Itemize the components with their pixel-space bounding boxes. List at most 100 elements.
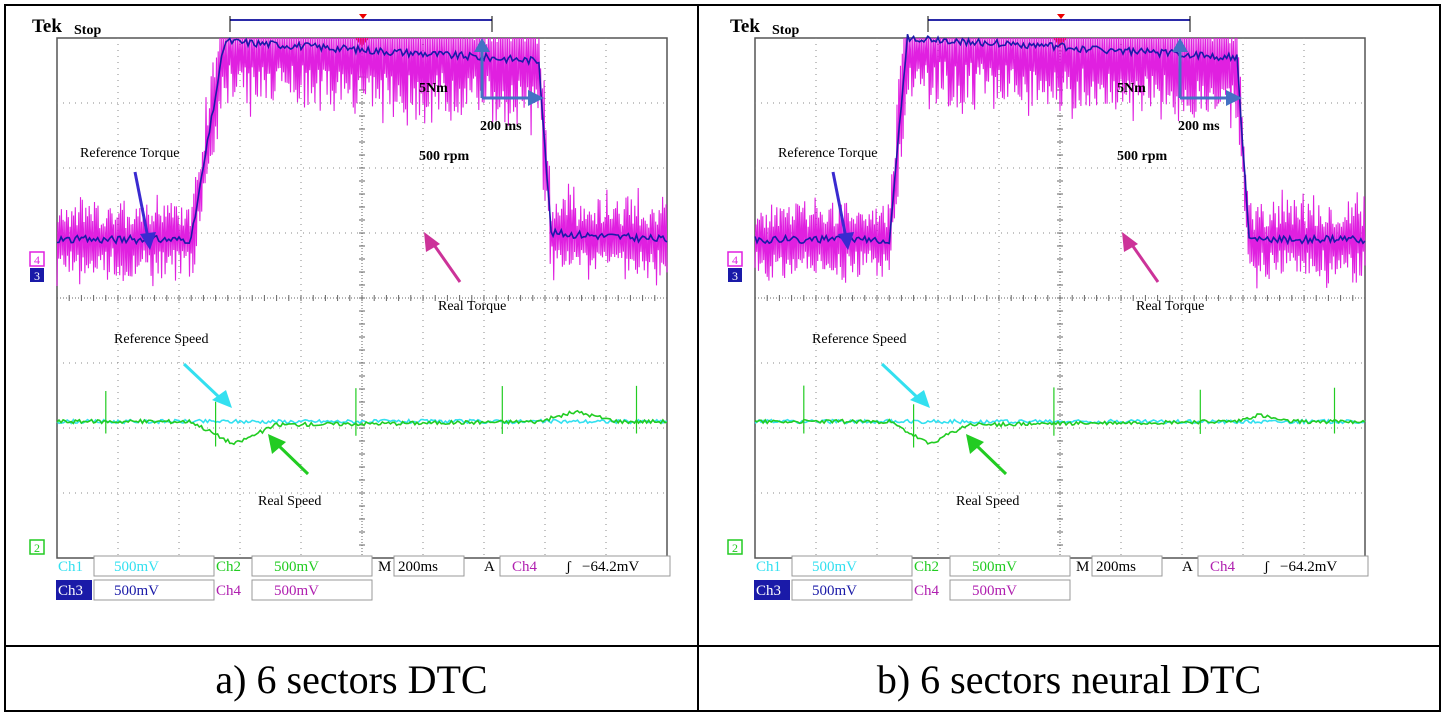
reference-speed-arrowhead (910, 390, 930, 408)
ch4-marker-box (727, 251, 743, 267)
trigger-slope-icon: ʃ (1263, 559, 1270, 575)
ch4-value: 500mV (972, 583, 1017, 599)
reference-torque-label: Reference Torque (80, 146, 179, 161)
ch4-value-box (949, 579, 1071, 601)
ch4-name: Ch4 (216, 583, 242, 599)
ch4-value-box (251, 579, 373, 601)
run-state-label: Stop (74, 23, 101, 38)
ch4-value: 500mV (274, 583, 319, 599)
brand-label: Tek (730, 16, 760, 37)
reference-speed-arrow (182, 362, 222, 400)
time-scale-arrowhead (528, 90, 544, 106)
ch4-marker: 4 (732, 253, 738, 267)
trigger-label: A (1182, 559, 1193, 575)
reference-torque-trace (56, 37, 668, 246)
reference-speed-label: Reference Speed (812, 332, 906, 347)
timebase-box (1091, 555, 1163, 577)
timebase-value: 200ms (398, 559, 438, 575)
ch3-marker-box (728, 268, 742, 282)
ch2-marker: 2 (732, 541, 738, 555)
ch3-marker-box (30, 268, 44, 282)
real-speed-arrow (276, 443, 310, 476)
ch1-value-box (93, 555, 215, 577)
real-torque-label: Real Torque (438, 299, 506, 314)
ch3-value-box (791, 579, 913, 601)
torque-scale-label: 5Nm (1117, 81, 1146, 96)
column-divider (697, 4, 699, 712)
ch1-value: 500mV (812, 559, 857, 575)
real-torque-trace (56, 37, 668, 287)
torque-scale-arrowhead (1172, 38, 1188, 52)
ch3-name-bg (56, 580, 92, 600)
ch2-marker-box (29, 539, 45, 555)
caption-a: a) 6 sectors DTC (215, 657, 488, 702)
timebase-box (393, 555, 465, 577)
real-torque-arrow (430, 241, 462, 283)
real-torque-trace (754, 37, 1366, 289)
trigger-level: −64.2mV (1280, 559, 1337, 575)
ch3-value-box (93, 579, 215, 601)
reference-torque-label: Reference Torque (778, 146, 877, 161)
record-position-marker (359, 14, 367, 19)
caption-b: b) 6 sectors neural DTC (876, 657, 1262, 702)
speed-scale-label: 500 rpm (1117, 149, 1168, 164)
trigger-position-marker (355, 38, 369, 47)
trigger-channel: Ch4 (1210, 559, 1236, 575)
brand-label: Tek (32, 16, 62, 37)
reference-torque-arrowhead (838, 232, 854, 250)
timebase-label: M (1076, 559, 1089, 575)
ch3-marker: 3 (34, 269, 40, 283)
ch2-marker-box (727, 539, 743, 555)
trigger-channel: Ch4 (512, 559, 538, 575)
reference-speed-arrowhead (212, 390, 232, 408)
run-state-label: Stop (772, 23, 799, 38)
ch3-value: 500mV (812, 583, 857, 599)
torque-scale-arrowhead (474, 38, 490, 52)
ch1-value: 500mV (114, 559, 159, 575)
real-torque-label: Real Torque (1136, 299, 1204, 314)
real-speed-label: Real Speed (956, 494, 1019, 509)
center-ticks (766, 50, 1354, 546)
reference-torque-arrow (133, 171, 150, 239)
speed-spikes (105, 385, 638, 447)
trigger-box (1197, 555, 1369, 577)
caption-divider (4, 645, 1441, 647)
ch2-value: 500mV (274, 559, 319, 575)
ch3-value: 500mV (114, 583, 159, 599)
reference-speed-trace (56, 418, 668, 425)
trigger-label: A (484, 559, 495, 575)
ch3-name: Ch3 (756, 583, 781, 599)
ch2-value-box (251, 555, 373, 577)
trigger-position-marker (1053, 38, 1067, 47)
time-scale-label: 200 ms (480, 119, 522, 134)
torque-scale-label: 5Nm (419, 81, 448, 96)
reference-speed-label: Reference Speed (114, 332, 208, 347)
trigger-box (499, 555, 671, 577)
real-speed-arrowhead (268, 434, 286, 454)
ch1-value-box (791, 555, 913, 577)
oscilloscope-a: Tek Stop 4 3 2 5Nm 200 ms 500 rpm Reference Torq… (29, 14, 671, 601)
center-ticks (68, 50, 656, 546)
ch2-value: 500mV (972, 559, 1017, 575)
speed-scale-label: 500 rpm (419, 149, 470, 164)
timebase-label: M (378, 559, 391, 575)
ch1-name: Ch1 (58, 559, 83, 575)
ch2-value-box (949, 555, 1071, 577)
figure-frame (4, 4, 1441, 712)
reference-torque-arrowhead (140, 232, 156, 250)
ch3-name: Ch3 (58, 583, 83, 599)
ch2-marker: 2 (34, 541, 40, 555)
ch2-name: Ch2 (914, 559, 939, 575)
scope-panel-b: Tek Stop 4 3 2 5Nm 200 ms 500 rpm Reference Torq… (720, 8, 1400, 608)
real-speed-label: Real Speed (258, 494, 321, 509)
real-speed-arrowhead (966, 434, 984, 454)
scope-panel-a: Tek Stop 4 3 2 5Nm 200 ms 500 rpm Reference Torq… (22, 8, 702, 608)
ch3-marker: 3 (732, 269, 738, 283)
record-position-marker (1057, 14, 1065, 19)
real-speed-trace (56, 409, 668, 446)
speed-spikes (803, 385, 1336, 448)
real-speed-trace (754, 413, 1366, 445)
ch4-marker-box (29, 251, 45, 267)
ch4-name: Ch4 (914, 583, 940, 599)
reference-speed-arrow (880, 362, 920, 400)
